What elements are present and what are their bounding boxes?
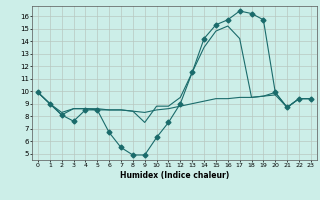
X-axis label: Humidex (Indice chaleur): Humidex (Indice chaleur) <box>120 171 229 180</box>
